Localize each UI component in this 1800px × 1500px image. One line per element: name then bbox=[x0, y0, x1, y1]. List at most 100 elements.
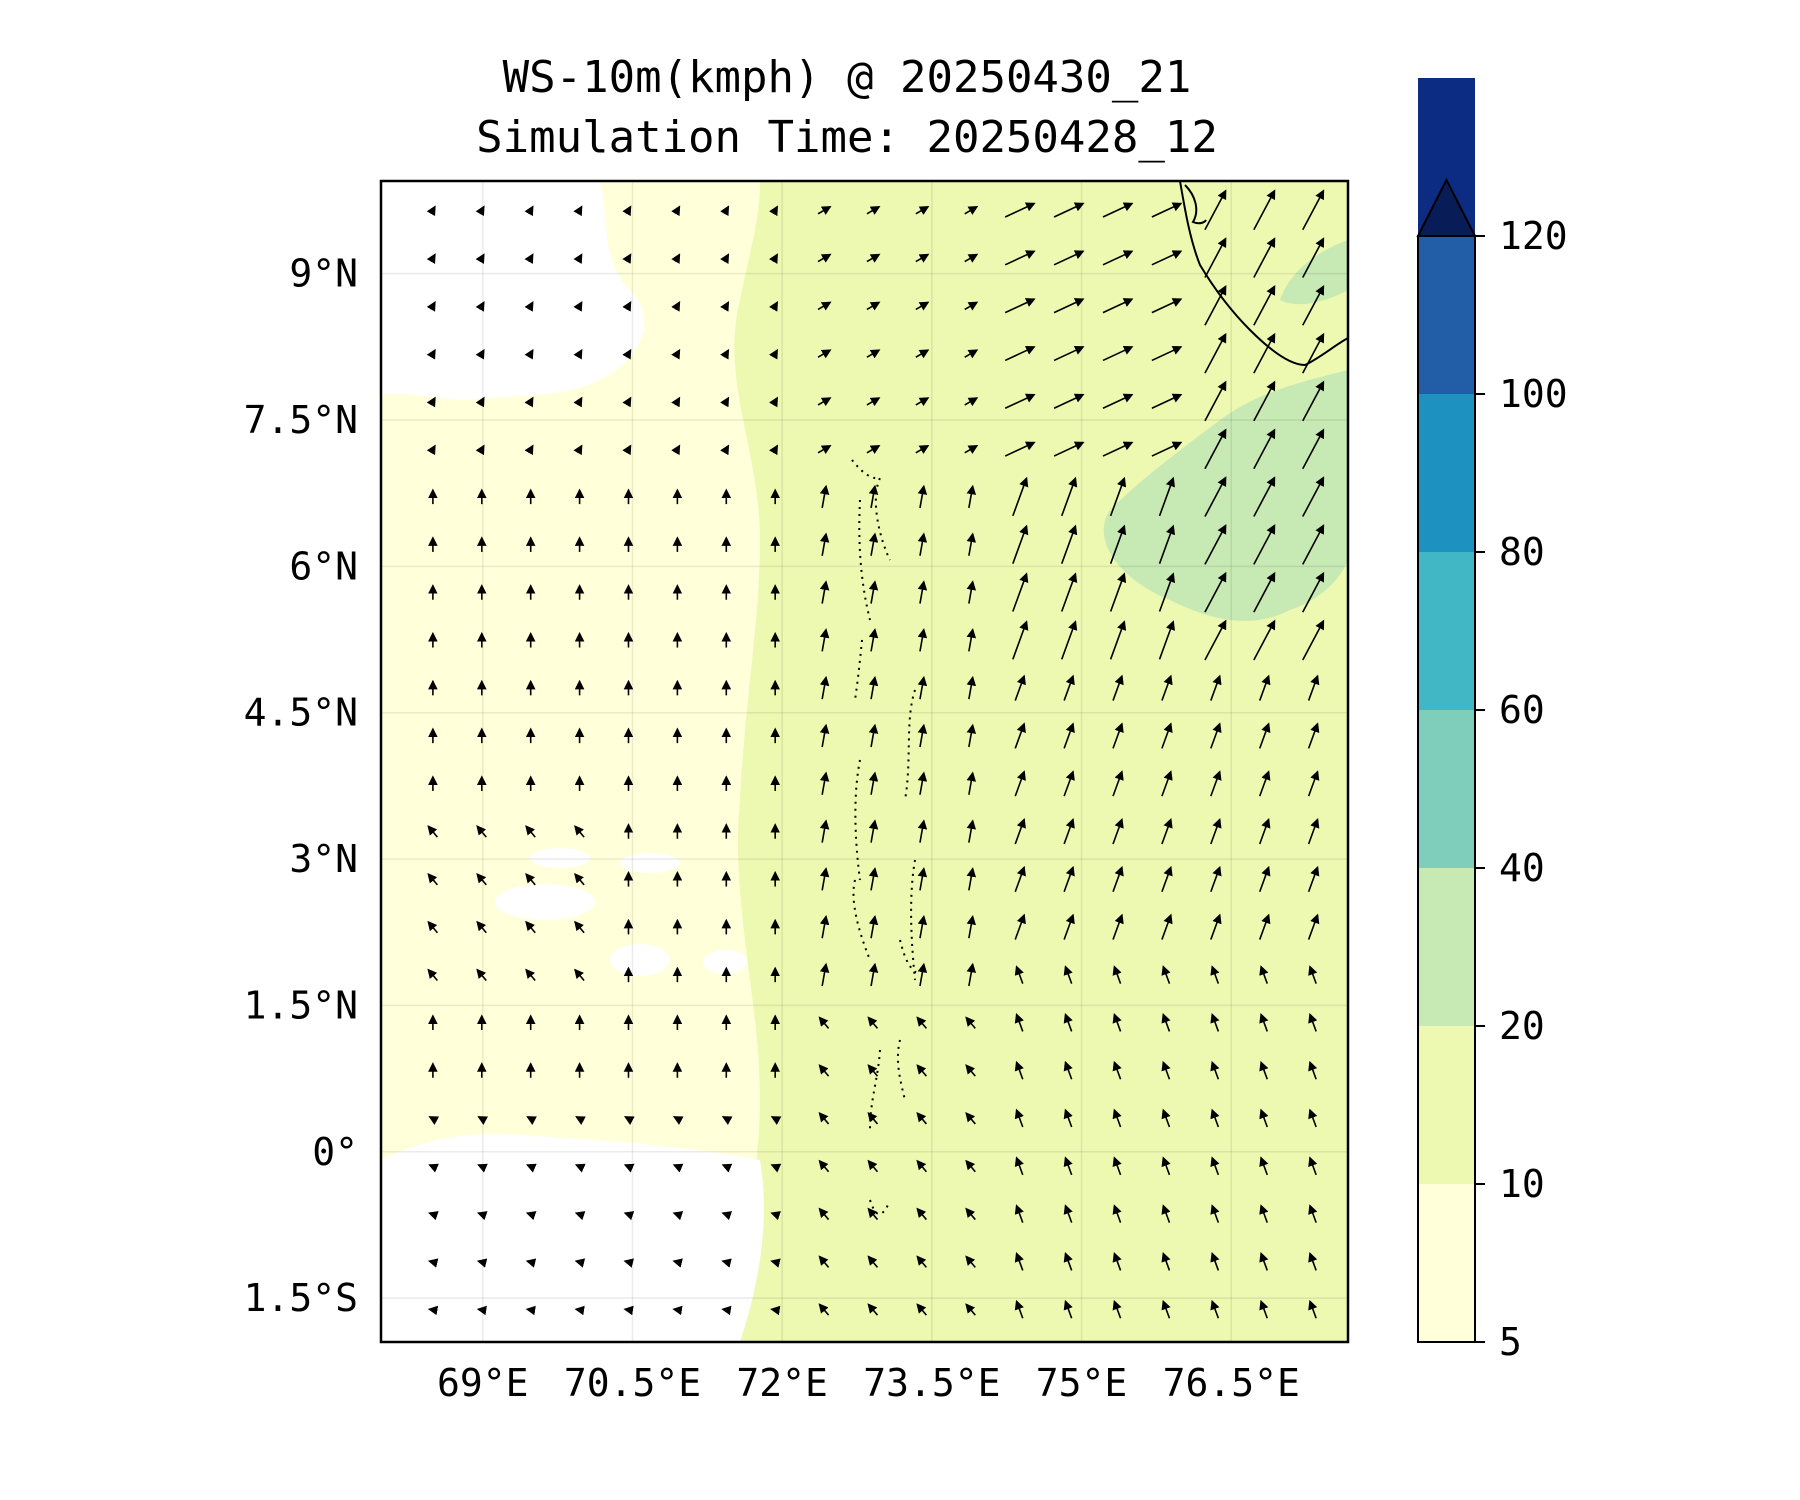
wind-arrow bbox=[769, 253, 778, 264]
coastlines bbox=[851, 181, 1348, 1215]
wind-arrow bbox=[1063, 818, 1075, 845]
wind-arrow bbox=[1112, 1156, 1122, 1176]
wind-arrow bbox=[1112, 1013, 1122, 1032]
wind-arrow bbox=[1204, 380, 1227, 422]
wind-arrow bbox=[966, 914, 977, 939]
wind-arrow bbox=[868, 484, 879, 509]
latitude-tick-label: 1.5°N bbox=[244, 983, 358, 1027]
wind-arrow bbox=[427, 1258, 439, 1268]
wind-arrow bbox=[671, 396, 681, 408]
wind-arrow bbox=[1259, 1299, 1269, 1319]
wind-arrow bbox=[672, 1116, 684, 1125]
wind-arrow bbox=[917, 962, 928, 987]
wind-arrow bbox=[915, 397, 930, 407]
latitude-tick-label: 3°N bbox=[289, 837, 358, 881]
wind-arrow bbox=[671, 205, 681, 217]
wind-arrow bbox=[1102, 298, 1134, 314]
wind-arrow bbox=[476, 920, 487, 934]
wind-arrow bbox=[1151, 441, 1183, 457]
wind-arrow bbox=[526, 1163, 537, 1173]
contour-below-5-patch bbox=[620, 853, 680, 873]
wind-arrow bbox=[524, 205, 534, 217]
wind-arrow bbox=[964, 301, 979, 311]
wind-arrow bbox=[524, 348, 534, 360]
wind-arrow bbox=[622, 253, 632, 264]
wind-arrow bbox=[1112, 674, 1124, 701]
wind-arrow bbox=[867, 1111, 879, 1125]
wind-arrow bbox=[916, 1111, 927, 1125]
wind-arrow bbox=[720, 205, 730, 217]
colorbar-tick-label: 100 bbox=[1499, 372, 1568, 416]
wind-arrow bbox=[671, 444, 681, 456]
wind-arrow bbox=[965, 1064, 976, 1077]
wind-arrow bbox=[574, 1305, 585, 1316]
wind-arrow bbox=[573, 444, 583, 456]
wind-arrow bbox=[1053, 345, 1085, 362]
wind-arrow bbox=[1014, 1252, 1024, 1271]
wind-arrow bbox=[1210, 1060, 1220, 1080]
wind-arrow bbox=[770, 1116, 782, 1125]
wind-arrow bbox=[623, 1258, 634, 1268]
wind-arrow bbox=[819, 532, 830, 556]
latitude-tick-label: 6°N bbox=[289, 544, 358, 588]
wind-arrow bbox=[624, 1116, 635, 1125]
wind-arrow bbox=[1210, 965, 1220, 984]
wind-arrow bbox=[1063, 770, 1075, 797]
wind-arrow bbox=[868, 867, 879, 891]
wind-arrow bbox=[915, 444, 930, 454]
wind-arrow bbox=[770, 1258, 781, 1268]
wind-arrow bbox=[574, 825, 585, 838]
wind-arrow bbox=[1204, 332, 1227, 374]
wind-arrow bbox=[476, 1258, 488, 1268]
colorbar bbox=[1416, 78, 1485, 1343]
wind-arrow bbox=[1258, 818, 1271, 845]
wind-arrow bbox=[866, 444, 881, 454]
wind-arrow bbox=[671, 301, 681, 312]
wind-arrow bbox=[964, 253, 979, 263]
colorbar-tick-labels: 5 10 20 40 60 80 100 120 bbox=[1499, 214, 1568, 1364]
wind-arrow bbox=[721, 1116, 733, 1125]
wind-arrow bbox=[1308, 1156, 1318, 1176]
colorbar-segment bbox=[1418, 868, 1475, 1026]
wind-arrow bbox=[1204, 428, 1227, 470]
wind-arrow bbox=[1161, 913, 1173, 940]
wind-arrow bbox=[524, 253, 534, 264]
wind-arrow bbox=[1307, 913, 1320, 940]
colorbar-tick-label: 40 bbox=[1499, 846, 1545, 890]
wind-arrow bbox=[866, 205, 881, 215]
wind-arrow bbox=[1014, 965, 1024, 984]
wind-arrow bbox=[623, 1211, 635, 1221]
wind-arrow bbox=[1204, 237, 1227, 278]
wind-arrow bbox=[622, 396, 632, 408]
wind-arrow bbox=[866, 397, 881, 407]
wind-arrow bbox=[1014, 1108, 1024, 1128]
wind-arrow bbox=[1258, 913, 1271, 940]
wind-arrow bbox=[1302, 476, 1325, 517]
wind-arrow bbox=[1060, 620, 1078, 660]
wind-arrow bbox=[721, 1211, 733, 1221]
wind-arrow bbox=[1109, 572, 1127, 612]
wind-arrow bbox=[1063, 1299, 1073, 1319]
wind-arrow bbox=[1158, 620, 1175, 660]
wind-arrow bbox=[1204, 476, 1227, 517]
wind-arrow bbox=[819, 962, 830, 987]
wind-arrow bbox=[426, 205, 436, 217]
wind-arrow bbox=[1063, 865, 1075, 893]
wind-arrow bbox=[817, 301, 832, 311]
latitude-tick-label: 0° bbox=[312, 1130, 358, 1174]
wind-arrow bbox=[817, 205, 832, 215]
wind-arrow bbox=[1210, 1013, 1220, 1032]
longitude-tick-labels: 69°E 70.5°E 72°E 73.5°E 75°E 76.5°E bbox=[437, 1361, 1300, 1405]
map-gridlines bbox=[381, 181, 1348, 1342]
wind-arrow bbox=[623, 1163, 635, 1173]
wind-arrow bbox=[1259, 1204, 1269, 1223]
wind-arrow bbox=[1259, 965, 1269, 984]
wind-arrow bbox=[817, 444, 832, 454]
wind-arrow bbox=[1302, 428, 1325, 470]
wind-arrow bbox=[1014, 1060, 1024, 1080]
wind-arrow bbox=[1210, 1252, 1220, 1271]
contour-below-5-patch bbox=[610, 944, 670, 976]
wind-arrow bbox=[1112, 770, 1124, 797]
wind-arrow bbox=[867, 1064, 879, 1077]
wind-arrow bbox=[1060, 572, 1078, 612]
